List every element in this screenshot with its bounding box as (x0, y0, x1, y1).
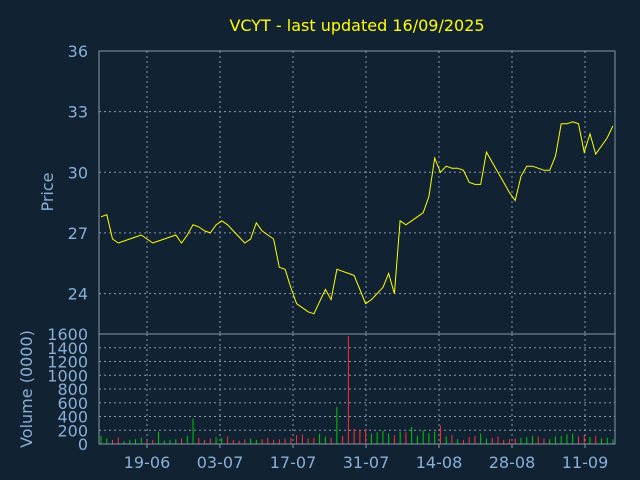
price-tick-label: 24 (68, 285, 88, 304)
volume-axis-label: Volume (0000) (17, 330, 36, 448)
chart-title: VCYT - last updated 16/09/2025 (229, 16, 484, 35)
price-line (100, 121, 614, 315)
x-tick-label: 11-09 (562, 453, 609, 472)
price-y-ticks: 24 27 30 33 36 (68, 42, 88, 304)
x-axis-ticks: 19-06 03-07 17-07 31-07 14-08 28-08 11-09 (124, 444, 609, 472)
price-plot-frame (98, 50, 616, 335)
volume-bars (100, 336, 614, 444)
volume-tick-label: 1200 (47, 353, 88, 372)
volume-tick-label: 800 (57, 380, 88, 399)
volume-plot-frame (98, 333, 616, 445)
volume-tick-label: 600 (57, 394, 88, 413)
volume-tick-label: 0 (78, 435, 88, 454)
volume-tick-label: 1600 (47, 325, 88, 344)
price-tick-label: 27 (68, 224, 88, 243)
price-tick-label: 36 (68, 42, 88, 61)
x-tick-label: 14-08 (416, 453, 463, 472)
volume-tick-label: 1400 (47, 339, 88, 358)
volume-tick-label: 200 (57, 421, 88, 440)
x-tick-label: 19-06 (124, 453, 171, 472)
x-tick-label: 31-07 (343, 453, 390, 472)
price-series (100, 121, 614, 315)
volume-tick-label: 400 (57, 408, 88, 427)
x-tick-label: 03-07 (197, 453, 244, 472)
x-tick-label: 28-08 (489, 453, 536, 472)
volume-tick-label: 1000 (47, 366, 88, 385)
price-grid (99, 50, 615, 334)
price-tick-label: 33 (68, 103, 88, 122)
price-axis-label: Price (38, 172, 57, 211)
price-tick-label: 30 (68, 163, 88, 182)
volume-grid (99, 333, 615, 445)
x-tick-label: 17-07 (270, 453, 317, 472)
